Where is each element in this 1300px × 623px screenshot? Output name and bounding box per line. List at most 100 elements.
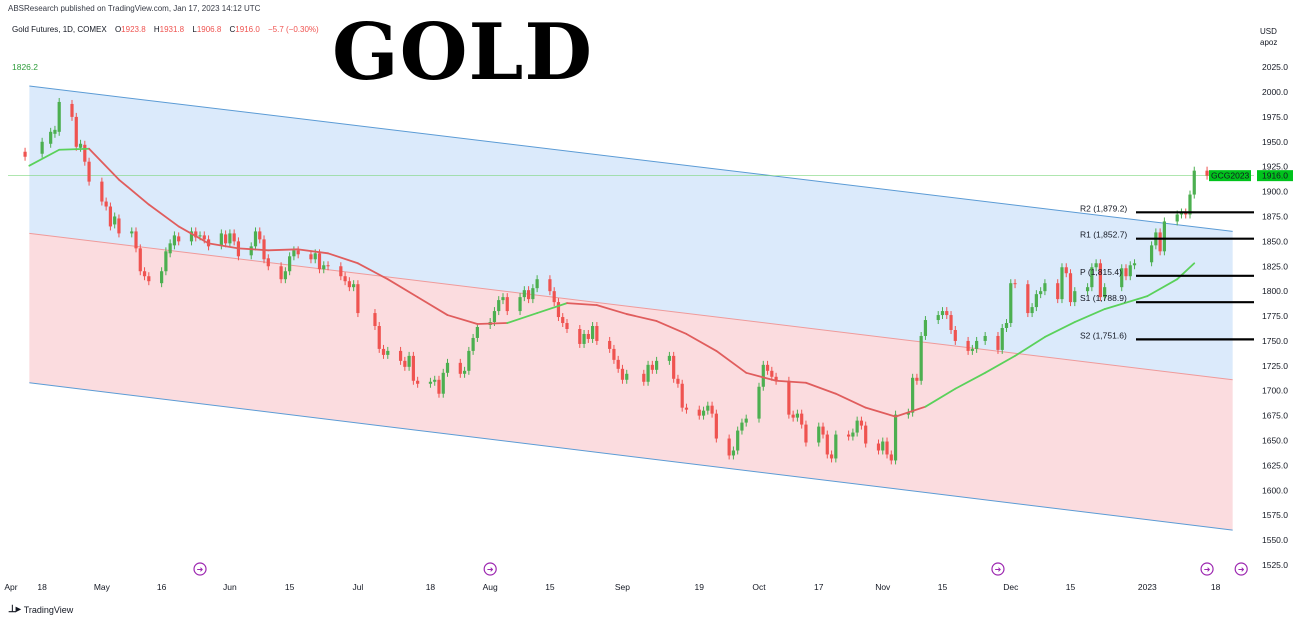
candle-body <box>57 101 61 132</box>
moving-average-segment <box>1044 321 1076 338</box>
candle-body <box>160 271 164 284</box>
candle-body <box>228 233 232 244</box>
y-axis-tick-label: 1825.0 <box>1262 261 1288 271</box>
last-price-symbol-badge <box>1209 170 1251 182</box>
candle-body <box>138 248 142 272</box>
candle-body <box>731 450 736 456</box>
candle-body <box>398 350 403 361</box>
candle-body <box>317 253 322 270</box>
candle-body <box>535 279 539 289</box>
candle-body <box>1030 307 1034 314</box>
moving-average-segment <box>118 178 150 206</box>
candle-body <box>433 379 437 382</box>
candle-body <box>1120 268 1124 288</box>
candle-body <box>288 256 292 272</box>
x-axis-tick-label: 17 <box>814 582 824 592</box>
overlay-layer: 1826.2 R2 (1,879.2) R1 (1,852.7) P (1,815.4… <box>12 62 1254 418</box>
candle-body <box>356 284 360 314</box>
candle-body <box>697 409 701 416</box>
candle-body <box>889 454 893 461</box>
change-value: −5.7 (−0.30%) <box>268 25 319 34</box>
moving-average-segment <box>805 381 837 395</box>
x-axis-tick-label: 16 <box>157 582 167 592</box>
close-value: 1916.0 <box>235 25 260 34</box>
candle-body <box>518 297 522 312</box>
candle-body <box>113 216 117 225</box>
x-axis-tick-label: 19 <box>695 582 705 592</box>
candle-body <box>800 413 804 425</box>
candle-body <box>765 364 770 371</box>
candle-body <box>740 422 744 431</box>
y-axis-tick-label: 1550.0 <box>1262 535 1288 545</box>
candle-body <box>1034 294 1038 308</box>
candle-body <box>253 231 258 247</box>
publisher-header: ABSResearch published on TradingView.com… <box>8 4 261 13</box>
y-axis-tick-label: 1525.0 <box>1262 560 1288 570</box>
moving-average-segment <box>506 312 539 324</box>
candle-body <box>859 420 864 426</box>
event-marker-icon <box>1234 562 1248 576</box>
x-axis-tick-label: Oct <box>752 582 766 592</box>
moving-average-segment <box>894 405 927 418</box>
open-label: O <box>114 25 122 34</box>
candle-body <box>232 233 236 242</box>
candle-body <box>1175 214 1179 222</box>
candle-body <box>1026 284 1030 314</box>
candle-body <box>1149 245 1154 263</box>
candle-body <box>531 288 535 300</box>
moving-average-segment <box>416 296 449 316</box>
tradingview-logo-icon: ⊥▸ <box>8 604 21 615</box>
candle-body <box>1205 170 1209 176</box>
x-axis-tick-label: Sep <box>615 582 630 592</box>
tradingview-brand[interactable]: ⊥▸ TradingView <box>8 604 73 615</box>
x-axis-tick-label: 15 <box>285 582 295 592</box>
candle-body <box>795 413 800 418</box>
candle-body <box>646 364 650 382</box>
candle-body <box>104 201 108 207</box>
moving-average-segment <box>446 314 479 325</box>
candles-layer <box>23 97 1209 465</box>
moving-average-segment <box>88 147 120 181</box>
candle-body <box>923 320 928 336</box>
candle-body <box>1188 194 1192 215</box>
candle-body <box>940 311 945 316</box>
moving-average-segment <box>924 387 957 408</box>
candle-body <box>219 233 223 246</box>
x-axis-tick-label: May <box>94 582 111 592</box>
symbol-info-line: Gold Futures, 1D, COMEX O1923.8 H1931.8 … <box>12 25 319 34</box>
candle-body <box>1098 263 1102 298</box>
candle-body <box>548 279 552 292</box>
candle-body <box>428 381 433 384</box>
y-axis-tick-label: 1950.0 <box>1262 137 1288 147</box>
event-marker-icon <box>1200 562 1214 576</box>
candle-body <box>458 362 462 374</box>
y-axis-tick-label: 2025.0 <box>1262 62 1288 72</box>
candle-body <box>881 441 885 451</box>
event-marker-glyph: ➜ <box>995 565 1002 574</box>
candle-body <box>505 297 509 312</box>
moving-average-segment <box>655 320 688 335</box>
candle-body <box>851 432 855 437</box>
candle-body <box>202 235 206 240</box>
candle-body <box>876 443 881 451</box>
candle-body <box>322 265 326 270</box>
candle-body <box>147 276 151 282</box>
candle-body <box>586 333 590 339</box>
candle-body <box>817 426 821 443</box>
x-axis-tick-label: Dec <box>1003 582 1019 592</box>
moving-average-segment <box>536 302 568 314</box>
candle-body <box>78 143 83 148</box>
close-label: C <box>229 25 236 34</box>
high-label: H <box>153 25 160 34</box>
candle-body <box>492 311 497 323</box>
candle-body <box>134 231 138 249</box>
moving-average-segment <box>58 147 90 151</box>
candle-body <box>381 348 386 355</box>
candle-body <box>441 372 445 394</box>
event-marker-glyph: ➜ <box>487 565 494 574</box>
channel-top-line <box>29 85 1233 232</box>
candle-body <box>83 144 87 162</box>
candle-body <box>471 337 475 351</box>
candle-body <box>1094 263 1098 268</box>
